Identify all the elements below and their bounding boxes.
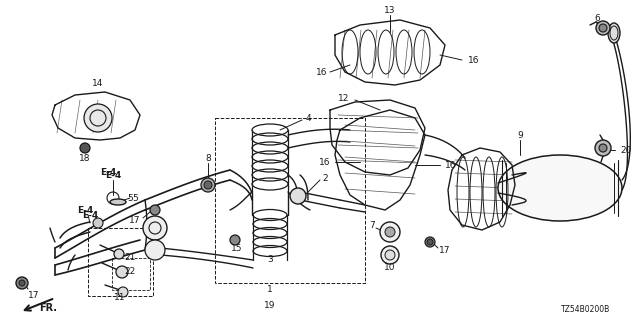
Text: 21: 21 [124, 253, 136, 262]
Circle shape [381, 246, 399, 264]
Ellipse shape [608, 23, 620, 43]
Circle shape [425, 237, 435, 247]
Text: E-4: E-4 [82, 211, 98, 220]
Text: E-4: E-4 [105, 171, 121, 180]
Circle shape [80, 143, 90, 153]
Text: 16: 16 [445, 161, 456, 170]
Text: FR.: FR. [39, 303, 57, 313]
Text: 17: 17 [129, 215, 140, 225]
Circle shape [150, 205, 160, 215]
Circle shape [118, 287, 128, 297]
Bar [215, 118, 365, 283]
Ellipse shape [498, 155, 622, 221]
Circle shape [145, 240, 165, 260]
Circle shape [84, 104, 112, 132]
Text: 2: 2 [322, 173, 328, 182]
Text: 10: 10 [384, 263, 396, 273]
Circle shape [599, 24, 607, 32]
Circle shape [19, 280, 25, 286]
Circle shape [16, 277, 28, 289]
Circle shape [116, 266, 128, 278]
Circle shape [290, 188, 306, 204]
Ellipse shape [385, 227, 395, 237]
Text: 13: 13 [384, 5, 396, 14]
Text: 9: 9 [517, 131, 523, 140]
Text: E-4: E-4 [100, 167, 116, 177]
Circle shape [596, 21, 610, 35]
Text: 19: 19 [264, 300, 276, 309]
Text: 11: 11 [115, 293, 125, 302]
Text: 12: 12 [338, 93, 349, 102]
Text: 14: 14 [92, 78, 104, 87]
Text: 17: 17 [439, 245, 451, 254]
Text: 7: 7 [369, 220, 375, 229]
Text: 1: 1 [267, 285, 273, 294]
Text: 5: 5 [127, 194, 133, 203]
Bar [88, 228, 153, 296]
Text: 16: 16 [468, 55, 479, 65]
Text: 3: 3 [267, 255, 273, 265]
Circle shape [143, 216, 167, 240]
Circle shape [230, 235, 240, 245]
Ellipse shape [380, 222, 400, 242]
Text: 16: 16 [316, 68, 327, 76]
Text: TZ54B0200B: TZ54B0200B [561, 305, 610, 314]
Circle shape [93, 218, 103, 228]
Text: 5: 5 [132, 194, 138, 203]
Circle shape [595, 140, 611, 156]
Text: 8: 8 [205, 154, 211, 163]
Text: 17: 17 [28, 291, 40, 300]
Circle shape [599, 144, 607, 152]
Text: 4: 4 [305, 114, 311, 123]
Circle shape [201, 178, 215, 192]
Circle shape [427, 239, 433, 245]
Text: 16: 16 [319, 157, 330, 166]
Circle shape [204, 181, 212, 189]
Text: 20: 20 [620, 146, 632, 155]
Text: 18: 18 [79, 154, 91, 163]
Text: 22: 22 [124, 268, 136, 276]
Bar [112, 258, 150, 290]
Ellipse shape [110, 199, 126, 205]
Text: 15: 15 [231, 244, 243, 252]
Circle shape [114, 249, 124, 259]
Circle shape [385, 250, 395, 260]
Text: E-4: E-4 [77, 205, 93, 214]
Text: 6: 6 [594, 13, 600, 22]
